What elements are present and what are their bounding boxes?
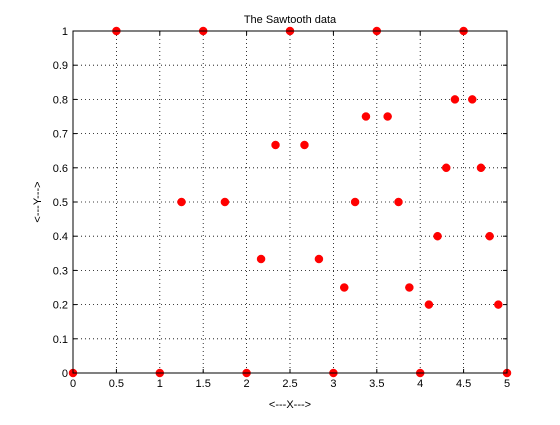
y-tick-label: 0.3 bbox=[53, 265, 68, 277]
data-point bbox=[340, 283, 349, 292]
data-point bbox=[450, 95, 460, 104]
x-tick-label: 2.5 bbox=[282, 378, 297, 390]
grid-lines bbox=[73, 31, 507, 373]
y-tick-label: 0.5 bbox=[53, 197, 68, 209]
data-point bbox=[314, 254, 324, 264]
data-point bbox=[271, 140, 280, 150]
data-point bbox=[405, 283, 414, 292]
data-point bbox=[424, 300, 434, 309]
x-tick-label: 4 bbox=[417, 378, 423, 390]
data-point bbox=[220, 197, 230, 207]
x-tick-labels: 0 0.5 1 1.5 2 2.5 3 3.5 4 4.5 5 bbox=[70, 378, 510, 390]
x-tick-label: 0 bbox=[70, 378, 76, 390]
y-tick-label: 0.1 bbox=[53, 334, 68, 346]
data-point bbox=[441, 163, 451, 173]
y-tick-label: 0.9 bbox=[53, 60, 68, 72]
axes-border bbox=[72, 30, 508, 374]
x-tick-label: 5 bbox=[504, 378, 510, 390]
x-tick-label: 1.5 bbox=[196, 378, 211, 390]
y-tick-label: 0.8 bbox=[53, 94, 68, 106]
x-tick-label: 3 bbox=[330, 378, 336, 390]
data-point bbox=[394, 197, 403, 207]
data-point bbox=[361, 112, 371, 121]
data-point bbox=[485, 231, 494, 241]
data-point bbox=[300, 140, 309, 150]
x-tick-label: 4.5 bbox=[456, 378, 471, 390]
data-point bbox=[494, 300, 503, 309]
x-tick-label: 0.5 bbox=[109, 378, 124, 390]
data-point bbox=[383, 112, 392, 121]
data-points bbox=[68, 26, 512, 378]
data-point bbox=[468, 95, 477, 104]
data-point bbox=[350, 197, 360, 207]
data-point bbox=[256, 254, 266, 264]
data-point bbox=[476, 163, 486, 173]
y-axis-label: <---Y---> bbox=[32, 181, 44, 222]
x-axis-label: <---X---> bbox=[269, 399, 311, 411]
y-tick-label: 0.4 bbox=[53, 231, 68, 243]
x-tick-label: 3.5 bbox=[369, 378, 384, 390]
y-tick-labels: 0 0.1 0.2 0.3 0.4 0.5 0.6 0.7 0.8 0.9 1 bbox=[53, 26, 68, 380]
x-tick-label: 1 bbox=[157, 378, 163, 390]
y-tick-label: 0.2 bbox=[53, 300, 68, 312]
data-point bbox=[177, 197, 186, 207]
y-tick-label: 0.7 bbox=[53, 129, 68, 141]
chart-title: The Sawtooth data bbox=[244, 14, 337, 26]
y-tick-label: 0.6 bbox=[53, 163, 68, 175]
y-tick-label: 0 bbox=[62, 368, 68, 380]
x-tick-label: 2 bbox=[244, 378, 250, 390]
y-tick-label: 1 bbox=[62, 26, 68, 38]
data-point bbox=[433, 231, 442, 241]
